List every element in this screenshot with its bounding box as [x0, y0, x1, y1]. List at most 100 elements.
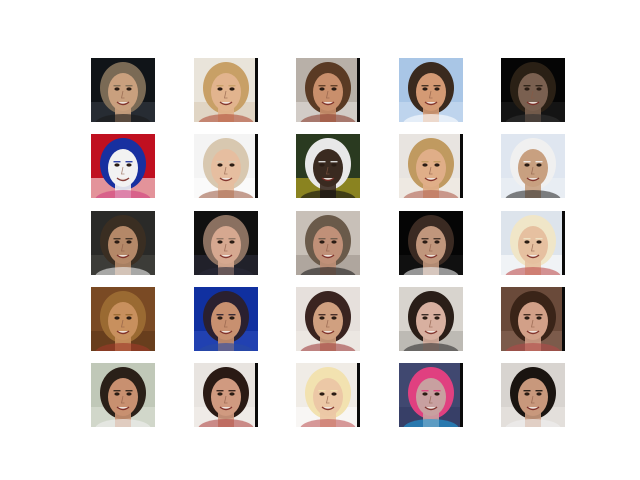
face-image-tile [501, 211, 565, 275]
right-eye [126, 87, 132, 91]
face-image-tile [296, 134, 360, 198]
mouth [219, 330, 233, 335]
right-eye [126, 163, 132, 167]
left-eye [524, 316, 530, 320]
face-image-tile [501, 287, 565, 351]
left-brow [113, 161, 121, 163]
left-brow [113, 390, 121, 392]
right-brow [330, 314, 338, 316]
right-brow [125, 314, 133, 316]
nose [531, 395, 535, 404]
nose [326, 166, 330, 175]
left-eye [319, 240, 325, 244]
right-eye [229, 87, 235, 91]
nose [326, 243, 330, 252]
right-eye [229, 240, 235, 244]
mouth [219, 254, 233, 259]
right-brow [433, 161, 441, 163]
left-eye [319, 316, 325, 320]
mouth [526, 177, 540, 182]
nose [224, 166, 228, 175]
right-brow [125, 390, 133, 392]
shoulders [300, 267, 356, 275]
left-eye [524, 392, 530, 396]
left-brow [523, 314, 531, 316]
right-eye [536, 392, 542, 396]
mouth [219, 406, 233, 411]
left-brow [216, 161, 224, 163]
face-image-tile [194, 211, 258, 275]
shoulders [95, 267, 151, 275]
shoulders [403, 419, 459, 427]
mouth [424, 254, 438, 259]
face-image [296, 211, 360, 275]
right-brow [228, 238, 236, 240]
nose [531, 166, 535, 175]
right-eye [434, 87, 440, 91]
left-brow [113, 238, 121, 240]
shoulders [505, 419, 561, 427]
right-eye [434, 240, 440, 244]
left-eye [114, 163, 120, 167]
shoulders [505, 114, 561, 122]
mouth [424, 330, 438, 335]
face-image-tile [296, 211, 360, 275]
face-image-tile [399, 134, 463, 198]
left-eye [217, 87, 223, 91]
nose [326, 90, 330, 99]
right-brow [228, 390, 236, 392]
right-brow [535, 238, 543, 240]
shoulders [403, 114, 459, 122]
face-image-tile [194, 134, 258, 198]
face-image-tile [91, 134, 155, 198]
right-eye [434, 392, 440, 396]
shoulders [198, 343, 254, 351]
left-eye [422, 240, 428, 244]
mouth [526, 101, 540, 106]
left-eye [524, 87, 530, 91]
left-eye [114, 240, 120, 244]
face-image [194, 363, 258, 427]
mouth [321, 330, 335, 335]
right-brow [125, 238, 133, 240]
face-image [296, 287, 360, 351]
nose [326, 319, 330, 328]
nose [531, 90, 535, 99]
face-image [91, 134, 155, 198]
right-brow [330, 161, 338, 163]
edge-artifact [255, 363, 258, 427]
right-brow [433, 314, 441, 316]
edge-artifact [255, 58, 258, 122]
face-image [399, 211, 463, 275]
left-eye [114, 316, 120, 320]
nose [121, 319, 125, 328]
mouth [321, 254, 335, 259]
mouth [424, 406, 438, 411]
nose [121, 395, 125, 404]
mouth [526, 330, 540, 335]
mouth [219, 177, 233, 182]
left-brow [523, 390, 531, 392]
face-image [501, 211, 565, 275]
mouth [116, 406, 130, 411]
face-image-tile [91, 211, 155, 275]
mouth [424, 177, 438, 182]
edge-artifact [255, 134, 258, 198]
edge-artifact [357, 363, 360, 427]
nose [224, 243, 228, 252]
left-eye [422, 163, 428, 167]
mouth [116, 254, 130, 259]
left-eye [217, 240, 223, 244]
face-image [91, 287, 155, 351]
mouth [424, 101, 438, 106]
left-brow [216, 390, 224, 392]
left-eye [319, 392, 325, 396]
left-brow [318, 85, 326, 87]
left-eye [524, 163, 530, 167]
left-eye [524, 240, 530, 244]
mouth [321, 101, 335, 106]
right-eye [331, 316, 337, 320]
nose [429, 90, 433, 99]
face-image [194, 134, 258, 198]
left-brow [421, 85, 429, 87]
